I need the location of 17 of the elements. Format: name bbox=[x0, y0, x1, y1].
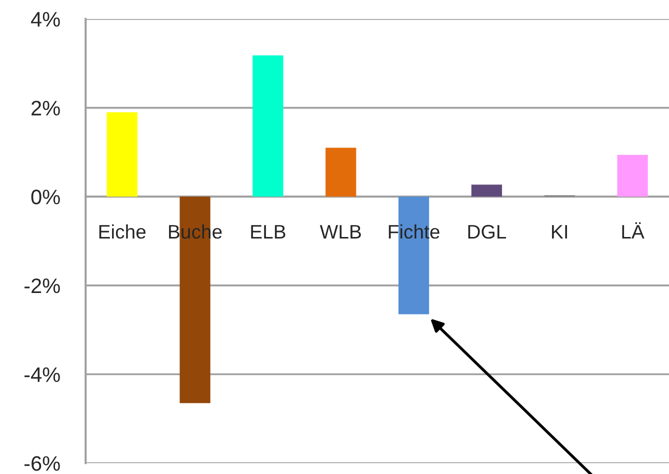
x-tick-label: DGL bbox=[468, 224, 506, 239]
bar bbox=[252, 55, 284, 197]
bar bbox=[106, 112, 138, 197]
bar bbox=[326, 148, 356, 197]
bar bbox=[617, 154, 648, 197]
y-tick-label: 4% bbox=[31, 12, 60, 27]
y-tick-label: 0% bbox=[31, 190, 60, 204]
x-tick-label: KI bbox=[552, 225, 568, 238]
y-tick-label: -4% bbox=[24, 367, 60, 382]
x-tick-label: WLB bbox=[320, 225, 361, 238]
y-tick-label: -6% bbox=[24, 456, 60, 471]
x-tick-label: Eiche bbox=[99, 224, 146, 239]
bar bbox=[471, 184, 502, 197]
x-tick-label: LÄ bbox=[622, 222, 644, 238]
y-tick-label: 2% bbox=[32, 100, 60, 116]
y-tick-label: -2% bbox=[24, 278, 60, 294]
x-tick-label: ELB bbox=[251, 225, 286, 238]
